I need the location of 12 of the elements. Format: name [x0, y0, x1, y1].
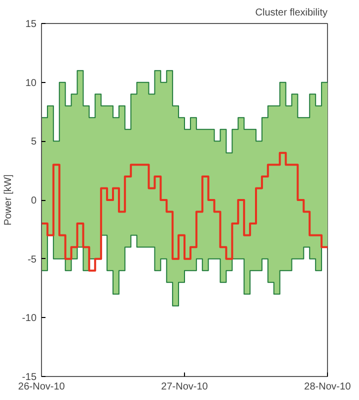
chart-title: Cluster flexibility: [255, 8, 328, 18]
y-axis-title: Power [kW]: [3, 174, 14, 226]
y-tick-label: 10: [25, 78, 37, 89]
y-tick-label: 0: [30, 196, 37, 206]
y-tick-label: 5: [30, 136, 37, 148]
y-tick-label: -5: [28, 254, 37, 266]
x-tick-label: 27-Nov-10: [161, 382, 208, 392]
x-tick-label: 26-Nov-10: [18, 382, 66, 392]
y-tick-label: -15: [22, 372, 37, 383]
x-tick-label: 28-Nov-10: [304, 382, 352, 392]
y-tick-label: -10: [22, 313, 37, 324]
y-tick-label: 15: [25, 19, 37, 30]
